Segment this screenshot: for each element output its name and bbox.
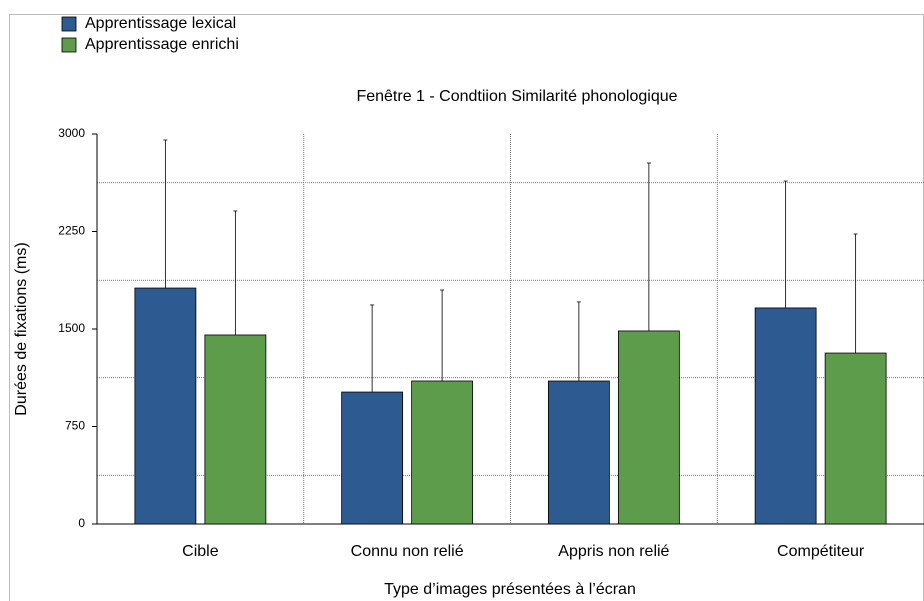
chart-title: Fenêtre 1 - Condtiion Similarité phonolo…: [356, 88, 677, 105]
legend-label: Apprentissage lexical: [85, 15, 236, 32]
bar: [617, 330, 680, 525]
bar: [341, 391, 404, 525]
x-tick-label: Connu non relié: [351, 543, 464, 560]
x-tick-label: Cible: [182, 543, 219, 560]
legend-label: Apprentissage enrichi: [85, 36, 239, 53]
y-tick-label: 2250: [58, 224, 85, 238]
bar: [824, 352, 887, 525]
y-axis-label: Durées de fixations (ms): [13, 242, 30, 415]
x-axis-label: Type d’images présentées à l’écran: [384, 581, 636, 598]
y-tick-label: 1500: [58, 321, 85, 335]
x-tick-label: Compétiteur: [777, 543, 865, 560]
x-tick-label: Appris non relié: [558, 543, 669, 560]
bar: [204, 334, 267, 525]
legend-swatch: [61, 37, 77, 53]
y-tick-label: 0: [78, 516, 85, 530]
bar: [754, 307, 817, 525]
bar: [547, 380, 610, 525]
y-tick-label: 750: [65, 419, 85, 433]
bar: [134, 287, 197, 525]
legend-swatch: [61, 16, 77, 32]
bar: [411, 380, 474, 525]
y-tick-label: 3000: [58, 126, 85, 140]
